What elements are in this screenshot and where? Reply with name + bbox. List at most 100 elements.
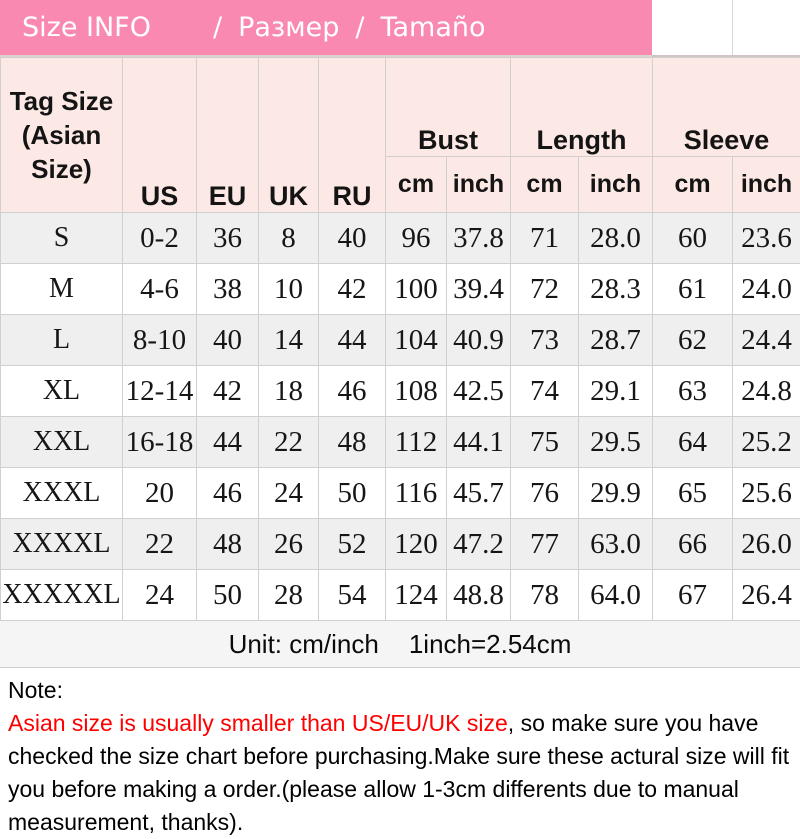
size-value-cell: 37.8 bbox=[447, 213, 511, 264]
tag-size-cell: XXXL bbox=[1, 468, 123, 519]
note-heading: Note: bbox=[8, 674, 792, 707]
size-value-cell: 48.8 bbox=[447, 570, 511, 621]
header-length-cm: cm bbox=[511, 157, 579, 213]
size-value-cell: 0-2 bbox=[123, 213, 197, 264]
size-value-cell: 42 bbox=[319, 264, 386, 315]
header-bust-cm: cm bbox=[386, 157, 447, 213]
size-value-cell: 65 bbox=[653, 468, 733, 519]
size-value-cell: 61 bbox=[653, 264, 733, 315]
size-value-cell: 116 bbox=[386, 468, 447, 519]
note-warning-red-text: Asian size is usually smaller than US/EU… bbox=[8, 710, 508, 736]
size-value-cell: 20 bbox=[123, 468, 197, 519]
size-value-cell: 44 bbox=[319, 315, 386, 366]
size-value-cell: 42.5 bbox=[447, 366, 511, 417]
size-info-page: { "banner": { "title": "Size INFO", "sep… bbox=[0, 0, 800, 800]
size-value-cell: 46 bbox=[197, 468, 259, 519]
unit-note-bar: Unit: cm/inch 1inch=2.54cm bbox=[0, 621, 800, 668]
size-value-cell: 44 bbox=[197, 417, 259, 468]
size-value-cell: 48 bbox=[197, 519, 259, 570]
size-value-cell: 22 bbox=[123, 519, 197, 570]
size-chart-table: Tag Size (Asian Size) US EU UK RU Bust L… bbox=[0, 57, 800, 621]
size-value-cell: 48 bbox=[319, 417, 386, 468]
size-value-cell: 76 bbox=[511, 468, 579, 519]
size-value-cell: 78 bbox=[511, 570, 579, 621]
size-value-cell: 75 bbox=[511, 417, 579, 468]
size-value-cell: 54 bbox=[319, 570, 386, 621]
size-value-cell: 28.0 bbox=[579, 213, 653, 264]
banner-title-spanish: Tamaño bbox=[380, 12, 485, 43]
size-value-cell: 71 bbox=[511, 213, 579, 264]
size-value-cell: 74 bbox=[511, 366, 579, 417]
size-value-cell: 73 bbox=[511, 315, 579, 366]
header-tag-size: Tag Size (Asian Size) bbox=[1, 58, 123, 213]
size-value-cell: 47.2 bbox=[447, 519, 511, 570]
size-value-cell: 14 bbox=[259, 315, 319, 366]
size-value-cell: 46 bbox=[319, 366, 386, 417]
size-value-cell: 26 bbox=[259, 519, 319, 570]
banner-title-russian: Размер bbox=[238, 12, 339, 43]
size-value-cell: 120 bbox=[386, 519, 447, 570]
size-value-cell: 63.0 bbox=[579, 519, 653, 570]
size-value-cell: 40 bbox=[197, 315, 259, 366]
header-uk: UK bbox=[259, 58, 319, 213]
size-value-cell: 63 bbox=[653, 366, 733, 417]
size-value-cell: 26.0 bbox=[733, 519, 800, 570]
size-value-cell: 26.4 bbox=[733, 570, 800, 621]
banner-separator: / bbox=[355, 12, 364, 43]
tag-size-cell: XXL bbox=[1, 417, 123, 468]
size-value-cell: 29.1 bbox=[579, 366, 653, 417]
size-value-cell: 42 bbox=[197, 366, 259, 417]
unit-conversion: 1inch=2.54cm bbox=[409, 629, 572, 660]
size-value-cell: 29.9 bbox=[579, 468, 653, 519]
size-value-cell: 40.9 bbox=[447, 315, 511, 366]
header-us: US bbox=[123, 58, 197, 213]
size-value-cell: 28.3 bbox=[579, 264, 653, 315]
size-value-cell: 10 bbox=[259, 264, 319, 315]
size-value-cell: 44.1 bbox=[447, 417, 511, 468]
size-info-banner: Size INFO / Размер / Tamaño bbox=[0, 0, 800, 57]
note-section: Note: Asian size is usually smaller than… bbox=[0, 668, 800, 839]
size-value-cell: 64.0 bbox=[579, 570, 653, 621]
size-value-cell: 24.0 bbox=[733, 264, 800, 315]
tag-size-cell: XL bbox=[1, 366, 123, 417]
size-value-cell: 50 bbox=[197, 570, 259, 621]
banner-right-divider bbox=[732, 0, 733, 55]
size-value-cell: 8 bbox=[259, 213, 319, 264]
tag-size-cell: XXXXL bbox=[1, 519, 123, 570]
size-value-cell: 24.8 bbox=[733, 366, 800, 417]
size-value-cell: 50 bbox=[319, 468, 386, 519]
size-value-cell: 100 bbox=[386, 264, 447, 315]
size-value-cell: 36 bbox=[197, 213, 259, 264]
size-value-cell: 12-14 bbox=[123, 366, 197, 417]
size-value-cell: 29.5 bbox=[579, 417, 653, 468]
header-sleeve-inch: inch bbox=[733, 157, 800, 213]
note-body: Asian size is usually smaller than US/EU… bbox=[8, 710, 789, 835]
size-value-cell: 22 bbox=[259, 417, 319, 468]
tag-size-cell: XXXXXL bbox=[1, 570, 123, 621]
size-value-cell: 124 bbox=[386, 570, 447, 621]
size-value-cell: 4-6 bbox=[123, 264, 197, 315]
header-ru: RU bbox=[319, 58, 386, 213]
banner-right-blank-cells bbox=[652, 0, 800, 57]
size-value-cell: 25.2 bbox=[733, 417, 800, 468]
size-value-cell: 25.6 bbox=[733, 468, 800, 519]
size-value-cell: 23.6 bbox=[733, 213, 800, 264]
size-value-cell: 8-10 bbox=[123, 315, 197, 366]
banner-separator: / bbox=[213, 12, 222, 43]
header-sleeve: Sleeve bbox=[653, 58, 800, 157]
size-value-cell: 28.7 bbox=[579, 315, 653, 366]
size-value-cell: 108 bbox=[386, 366, 447, 417]
header-bust: Bust bbox=[386, 58, 511, 157]
size-value-cell: 24 bbox=[123, 570, 197, 621]
size-value-cell: 40 bbox=[319, 213, 386, 264]
header-bust-inch: inch bbox=[447, 157, 511, 213]
size-value-cell: 77 bbox=[511, 519, 579, 570]
size-value-cell: 18 bbox=[259, 366, 319, 417]
